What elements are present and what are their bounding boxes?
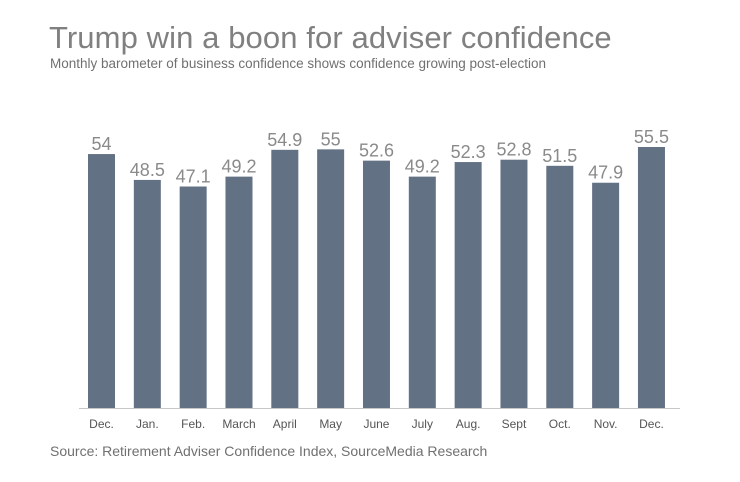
x-tick-label-group: Dec. Jan. Feb. March April May June July Aug. Sep… [89,417,664,431]
x-tick-label-11: Nov. [594,417,618,431]
value-label-7: 49.2 [405,157,440,177]
x-tick-label-6: June [363,417,389,431]
source-note: Source: Retirement Adviser Confidence In… [50,443,488,459]
x-tick-label-4: April [273,417,297,431]
x-tick-label-2: Feb. [181,417,205,431]
x-tick-label-9: Sept [502,417,527,431]
bar-4 [271,149,299,408]
value-label-11: 47.9 [588,163,623,183]
bar-2 [179,186,207,408]
value-label-1: 48.5 [130,160,165,180]
bar-5 [317,149,345,408]
x-tick-label-1: Jan. [136,417,159,431]
value-label-8: 52.3 [451,142,486,162]
value-label-3: 49.2 [221,157,256,177]
bar-3 [225,176,253,408]
value-label-0: 54 [91,134,111,154]
x-tick-label-5: May [319,417,342,431]
x-tick-label-7: July [412,417,433,431]
value-label-6: 52.6 [359,141,394,161]
value-label-4: 54.9 [267,130,302,150]
bar-10 [546,165,574,408]
x-tick-label-3: March [222,417,255,431]
value-label-group: 54 48.5 47.1 49.2 54.9 55 52.6 49.2 52.3 52.8 51.5… [91,127,668,187]
bar-11 [592,182,620,408]
bar-group [88,147,665,408]
x-tick-label-0: Dec. [89,417,114,431]
value-label-2: 47.1 [176,167,211,187]
value-label-5: 55 [321,129,341,149]
bar-1 [133,179,161,408]
value-label-9: 52.8 [496,140,531,160]
chart-title: Trump win a boon for adviser confidence [49,20,612,55]
x-tick-label-8: Aug. [456,417,481,431]
bar-12 [637,147,665,408]
bar-7 [408,176,436,408]
value-label-10: 51.5 [542,146,577,166]
value-label-12: 55.5 [634,127,669,147]
bar-9 [500,159,528,408]
bar-6 [362,160,390,408]
bar-8 [454,162,482,408]
chart-subtitle: Monthly barometer of business confidence… [50,56,547,71]
x-tick-label-10: Oct. [549,417,571,431]
bar-0 [88,154,115,408]
x-tick-label-12: Dec. [639,417,664,431]
